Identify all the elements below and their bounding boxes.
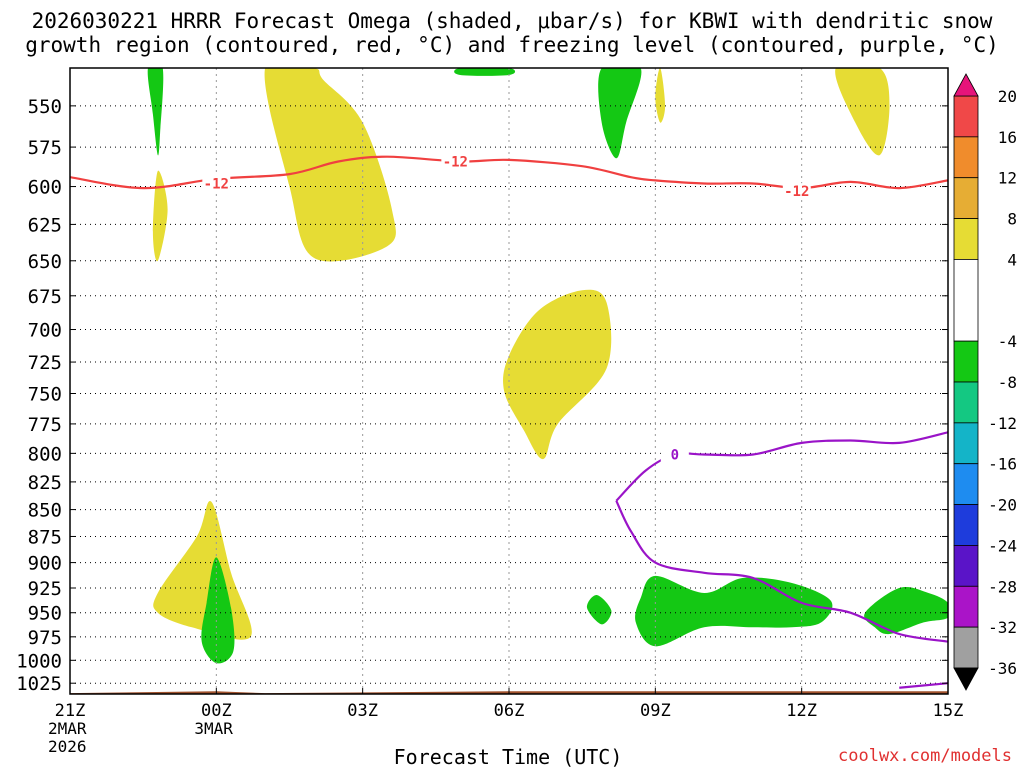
omega-pos-c (503, 289, 612, 460)
colorbar-label--32: -32 (988, 618, 1017, 637)
x-axis-label: Forecast Time (UTC) (394, 745, 623, 768)
colorbar-band-8-12 (953, 177, 979, 219)
colorbar-below-arrow (953, 667, 979, 691)
dgz-minus-12-label-bg-1 (441, 153, 470, 170)
y-tick-label-800: 800 (28, 443, 62, 465)
colorbar-label--8: -8 (998, 373, 1017, 392)
omega-neg-b (598, 68, 642, 159)
x-tick-sub1-00Z: 3MAR (194, 719, 233, 738)
colorbar-band-12-16 (953, 136, 979, 179)
x-tick-sub1-21Z: 2MAR (48, 719, 87, 738)
omega-neg-g (864, 587, 948, 635)
colorbar-band--20--16 (953, 463, 979, 505)
colorbar-band--28--24 (953, 545, 979, 587)
omega-neg-f (635, 575, 833, 647)
colorbar-label--16: -16 (988, 455, 1017, 474)
axes: 550 575 600 625 650 675 700 725 750 775 800 825 850 8… (16, 67, 964, 756)
dgz-minus-12-label-0: -12 (204, 176, 229, 192)
y-tick-label-650: 650 (28, 251, 62, 273)
omega-pos-a (264, 68, 396, 262)
x-tick-label-15Z: 15Z (933, 701, 964, 721)
freezing-level-0-surface (899, 682, 948, 689)
dgz-minus-12-label-1: -12 (443, 154, 468, 170)
colorbar-band--8--4 (953, 340, 979, 383)
x-tick-label-00Z: 00Z (201, 701, 232, 721)
colorbar-band-16-20 (953, 95, 979, 138)
colorbar-band--16--12 (953, 422, 979, 465)
colorbar-label-20: 20 (998, 87, 1017, 106)
x-tick-label-03Z: 03Z (347, 701, 378, 721)
colorbar-label--4: -4 (998, 332, 1017, 351)
freezing-level-0-lower (615, 500, 948, 643)
colorbar-label-8: 8 (1007, 210, 1017, 229)
y-tick-label-575: 575 (28, 137, 62, 159)
freezing-level-0-label-bg-0 (660, 446, 689, 463)
colorbar-label--12: -12 (988, 414, 1017, 433)
colorbar-band-4-8 (953, 218, 979, 260)
colorbar-label-12: 12 (998, 169, 1017, 188)
y-tick-label-875: 875 (28, 526, 62, 548)
colorbar-band--32--28 (953, 585, 979, 628)
grid-lines (70, 68, 948, 694)
dgz-minus-12-label-bg-0 (202, 175, 231, 192)
colorbar: 20 16 12 8 4 -4 -8 -12 -16 -20 -24 -28 -32 -36 (953, 73, 1017, 691)
y-tick-label-900: 900 (28, 553, 62, 575)
omega-neg-d (201, 557, 235, 664)
y-tick-label-700: 700 (28, 320, 62, 342)
y-tick-label-975: 975 (28, 627, 62, 649)
colorbar-band--4-4 (953, 259, 979, 342)
y-tick-label-1025: 1025 (16, 673, 62, 695)
freezing-level-0-label-0: 0 (671, 448, 679, 464)
y-tick-label-825: 825 (28, 472, 62, 494)
y-tick-label-725: 725 (28, 352, 62, 374)
omega-pos-e (655, 68, 666, 123)
colorbar-band--24--20 (953, 504, 979, 546)
y-tick-label-550: 550 (28, 96, 62, 118)
colorbar-label--36: -36 (988, 659, 1017, 678)
x-tick-sub2-21Z: 2026 (48, 737, 87, 756)
omega-pos-d (153, 500, 252, 640)
dgz-minus-12 (70, 155, 948, 190)
omega-shading (147, 68, 948, 664)
omega-pos-b (152, 170, 168, 262)
y-tick-label-600: 600 (28, 177, 62, 199)
omega-pos-f (835, 68, 890, 156)
y-tick-label-675: 675 (28, 286, 62, 308)
colorbar-label--24: -24 (988, 536, 1017, 555)
y-tick-label-925: 925 (28, 578, 62, 600)
x-tick-label-21Z: 21Z (55, 701, 86, 721)
y-tick-label-1000: 1000 (16, 650, 62, 672)
omega-neg-a (147, 68, 164, 156)
y-tick-label-950: 950 (28, 603, 62, 625)
omega-neg-e (586, 594, 612, 625)
contour-layer: -12 -12 -12 0 (70, 153, 948, 689)
dgz-minus-12-label-2: -12 (784, 184, 809, 200)
colorbar-label-4: 4 (1007, 250, 1017, 269)
y-tick-label-750: 750 (28, 384, 62, 406)
colorbar-band--36--32 (953, 626, 979, 669)
colorbar-above-arrow (953, 73, 979, 97)
dgz-minus-12-label-bg-2 (782, 183, 811, 200)
x-tick-label-09Z: 09Z (640, 701, 671, 721)
freezing-level-0 (615, 431, 948, 502)
credit-text: coolwx.com/models (838, 746, 1012, 766)
y-tick-label-850: 850 (28, 500, 62, 522)
colorbar-band--12--8 (953, 381, 979, 424)
colorbar-label--28: -28 (988, 577, 1017, 596)
x-tick-label-12Z: 12Z (786, 701, 817, 721)
colorbar-label--20: -20 (988, 496, 1017, 515)
chart-title-line-1: 2026030221 HRRR Forecast Omega (shaded, … (31, 9, 993, 33)
chart-title-line-2: growth region (contoured, red, °C) and f… (25, 33, 999, 57)
omega-neg-c (454, 68, 516, 76)
x-tick-label-06Z: 06Z (494, 701, 525, 721)
y-tick-label-775: 775 (28, 414, 62, 436)
colorbar-label-16: 16 (998, 128, 1017, 147)
y-tick-label-625: 625 (28, 214, 62, 236)
